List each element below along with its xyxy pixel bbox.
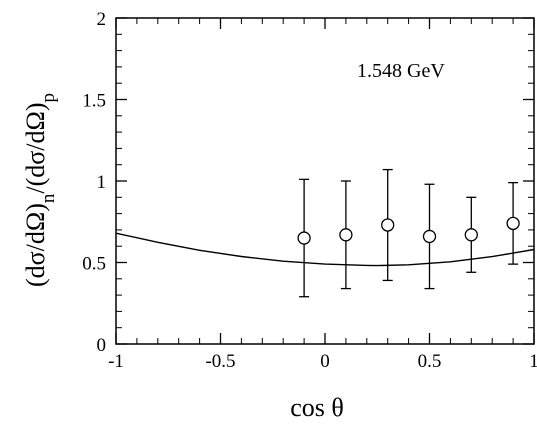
x-tick-label: 1 — [529, 351, 537, 372]
point-marker — [381, 218, 395, 232]
data-point — [506, 181, 520, 265]
point-marker — [422, 229, 437, 244]
y-tick-label: 0.5 — [82, 254, 106, 275]
plot-frame — [115, 17, 535, 345]
axes: -1 -0.5 0 0.5 1 0 0.5 1 1.5 2 — [82, 9, 537, 372]
y-axis-title: (dσ/dΩ)n/(dσ/dΩ)p — [21, 93, 59, 287]
y-axis-title-part1: (dσ/dΩ) — [21, 203, 50, 287]
point-marker — [506, 216, 520, 231]
y-tick-label: 2 — [97, 9, 107, 30]
data-point — [297, 178, 311, 298]
svg-text:(dσ/dΩ)n/(dσ/dΩ)p: (dσ/dΩ)n/(dσ/dΩ)p — [21, 93, 59, 287]
y-tick-label: 1 — [97, 172, 107, 193]
point-marker — [339, 228, 353, 242]
data-point — [422, 183, 437, 290]
x-axis-title: cos θ — [290, 393, 344, 422]
x-tick-label: 0.5 — [418, 351, 442, 372]
x-tick-label: -0.5 — [205, 351, 235, 372]
data-point — [381, 168, 395, 282]
data-point — [339, 180, 353, 290]
y-tick-label: 1.5 — [82, 91, 106, 112]
annotation-energy: 1.548 GeV — [357, 60, 445, 82]
y-tick-label: 0 — [97, 335, 107, 356]
point-marker — [464, 228, 478, 242]
data-points — [297, 168, 520, 298]
y-axis-title-sub1: n — [38, 193, 59, 203]
x-tick-label: 0 — [320, 351, 330, 372]
point-marker — [297, 231, 311, 245]
x-tick-label: -1 — [108, 351, 124, 372]
y-axis-title-part2: /(dσ/dΩ) — [21, 103, 50, 194]
y-axis-title-sub2: p — [38, 93, 59, 103]
data-point — [464, 196, 478, 273]
